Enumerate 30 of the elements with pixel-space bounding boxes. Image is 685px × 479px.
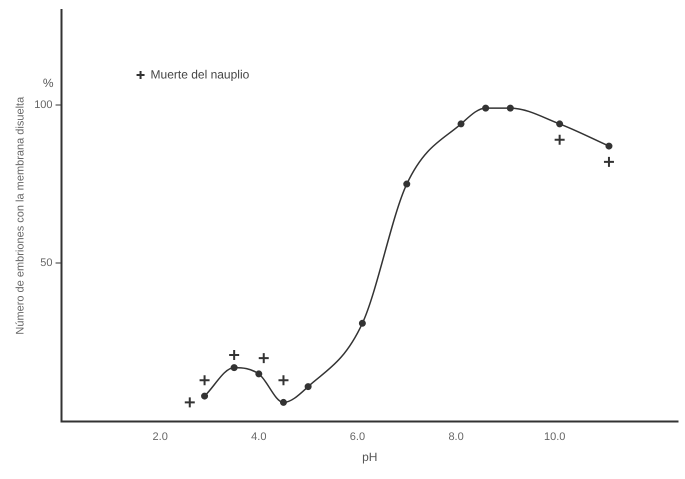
point — [556, 120, 564, 128]
point — [602, 156, 615, 168]
point — [280, 398, 287, 406]
point — [184, 396, 196, 408]
point — [554, 134, 566, 146]
point — [255, 370, 262, 378]
point — [304, 383, 312, 390]
point — [506, 104, 514, 112]
point — [198, 374, 211, 386]
point — [403, 180, 410, 188]
point — [228, 348, 240, 361]
y-tick-label: 50 — [40, 257, 53, 270]
y-axis-title: Número de embriones con la membrana disuelta — [14, 96, 27, 335]
legend-label: Muerte del nauplio — [150, 67, 250, 82]
point — [482, 104, 490, 112]
x-axis-title: pH — [362, 450, 378, 464]
point — [230, 364, 238, 372]
x-tick-label: 2.0 — [152, 431, 168, 444]
x-tick-label: 10.0 — [544, 431, 566, 444]
x-tick-label: 6.0 — [350, 431, 366, 444]
point — [201, 392, 208, 400]
point — [458, 120, 465, 128]
text: % — [42, 76, 54, 90]
point — [605, 142, 612, 150]
point — [258, 352, 270, 364]
point — [358, 320, 366, 327]
point — [277, 374, 290, 386]
y-tick-label: 100 — [34, 98, 53, 111]
x-tick-label: 8.0 — [448, 431, 464, 444]
x-tick-label: 4.0 — [251, 431, 266, 444]
